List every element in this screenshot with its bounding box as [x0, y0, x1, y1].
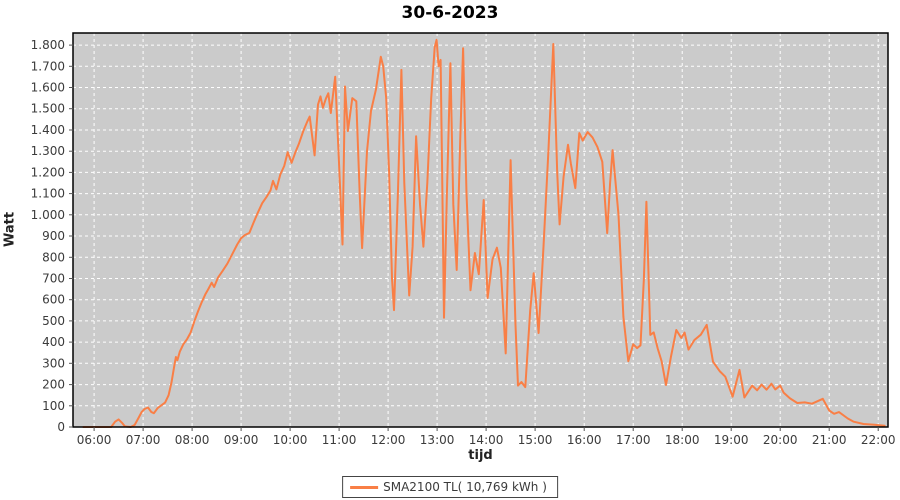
- svg-text:0: 0: [57, 420, 65, 434]
- svg-text:06:00: 06:00: [77, 433, 112, 447]
- svg-text:07:00: 07:00: [126, 433, 161, 447]
- svg-text:1.400: 1.400: [31, 123, 65, 137]
- svg-text:1.700: 1.700: [31, 59, 65, 73]
- svg-text:12:00: 12:00: [371, 433, 406, 447]
- svg-text:900: 900: [42, 229, 65, 243]
- svg-text:17:00: 17:00: [616, 433, 651, 447]
- chart-title: 30-6-2023: [401, 3, 499, 23]
- svg-text:22:00: 22:00: [861, 433, 896, 447]
- svg-text:1.100: 1.100: [31, 187, 65, 201]
- svg-text:100: 100: [42, 399, 65, 413]
- svg-text:1.300: 1.300: [31, 144, 65, 158]
- svg-text:800: 800: [42, 250, 65, 264]
- x-axis-ticks: 06:00 07:00 08:00 09:00 10:00 11:00 12:00 13:00…: [77, 427, 896, 447]
- svg-text:15:00: 15:00: [518, 433, 553, 447]
- svg-text:500: 500: [42, 314, 65, 328]
- svg-text:14:00: 14:00: [469, 433, 504, 447]
- svg-text:13:00: 13:00: [420, 433, 455, 447]
- svg-text:16:00: 16:00: [567, 433, 602, 447]
- svg-text:1.500: 1.500: [31, 102, 65, 116]
- svg-text:09:00: 09:00: [224, 433, 259, 447]
- svg-text:19:00: 19:00: [714, 433, 749, 447]
- svg-text:18:00: 18:00: [665, 433, 700, 447]
- svg-text:1.200: 1.200: [31, 165, 65, 179]
- svg-text:300: 300: [42, 356, 65, 370]
- series-line: [82, 38, 886, 428]
- plot-background: [73, 33, 888, 427]
- x-axis-title: tijd: [468, 448, 493, 463]
- svg-text:700: 700: [42, 272, 65, 286]
- svg-text:20:00: 20:00: [763, 433, 798, 447]
- svg-text:200: 200: [42, 378, 65, 392]
- svg-text:600: 600: [42, 293, 65, 307]
- plot-border: [72, 32, 889, 428]
- legend-line-swatch: [350, 485, 379, 489]
- y-axis-ticks: 0 100 200 300 400 500 600 700 800 900 1.000 1.100 1.…: [31, 38, 73, 434]
- svg-text:08:00: 08:00: [175, 433, 210, 447]
- svg-text:11:00: 11:00: [322, 433, 357, 447]
- legend-label: SMA2100 TL( 10,769 kWh ): [383, 480, 547, 494]
- svg-text:1.800: 1.800: [31, 38, 65, 52]
- legend: SMA2100 TL( 10,769 kWh ): [342, 476, 558, 498]
- svg-text:10:00: 10:00: [273, 433, 308, 447]
- svg-text:400: 400: [42, 335, 65, 349]
- svg-text:21:00: 21:00: [812, 433, 847, 447]
- gridlines: [73, 33, 888, 427]
- svg-text:1.600: 1.600: [31, 81, 65, 95]
- svg-text:1.000: 1.000: [31, 208, 65, 222]
